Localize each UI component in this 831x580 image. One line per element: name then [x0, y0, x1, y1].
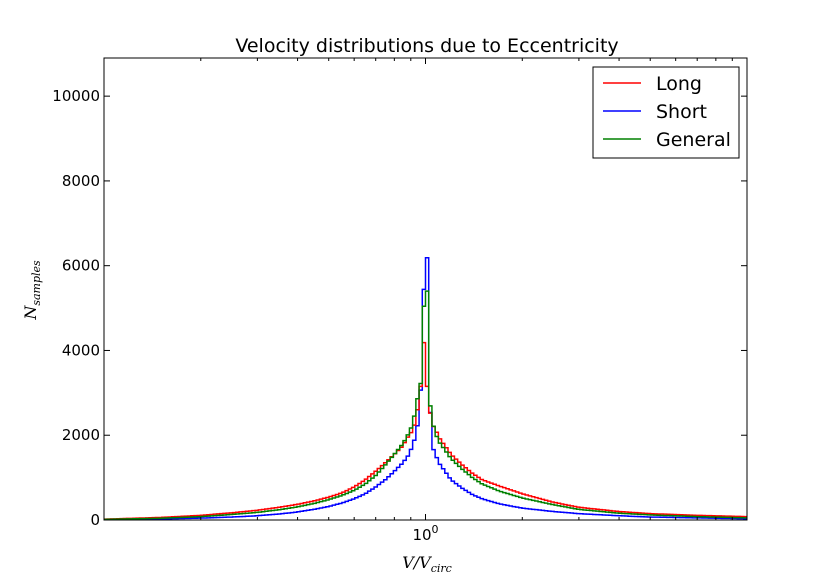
x-axis-label: V/Vcirc: [402, 553, 452, 575]
y-axis-label-sub: samples: [30, 260, 43, 306]
y-axis-label-main: N: [21, 305, 40, 321]
series-long-line: [104, 341, 747, 520]
y-tick-label: 6000: [62, 257, 100, 275]
y-axis-label: Nsamples: [21, 260, 43, 321]
series-layer: [104, 256, 747, 520]
chart-title: Velocity distributions due to Eccentrici…: [235, 35, 618, 57]
y-tick-label: 4000: [62, 341, 100, 359]
legend: Long Short General: [592, 66, 740, 159]
series-general-line: [104, 290, 747, 520]
x-axis-label-sub: circ: [431, 562, 452, 575]
legend-label-long: Long: [656, 73, 702, 95]
tick-layer: 0 2000 4000 6000 8000 10000 100: [52, 58, 747, 544]
legend-box: [592, 66, 740, 159]
x-axis-label-main: V/V: [402, 553, 432, 572]
y-tick-label: 10000: [52, 87, 100, 105]
legend-label-general: General: [656, 129, 731, 151]
y-tick-label: 8000: [62, 172, 100, 190]
x-tick-label: 100: [412, 523, 438, 544]
y-tick-label: 0: [90, 511, 100, 529]
series-short-line: [104, 256, 747, 520]
legend-label-short: Short: [656, 101, 707, 123]
y-tick-label: 2000: [62, 426, 100, 444]
